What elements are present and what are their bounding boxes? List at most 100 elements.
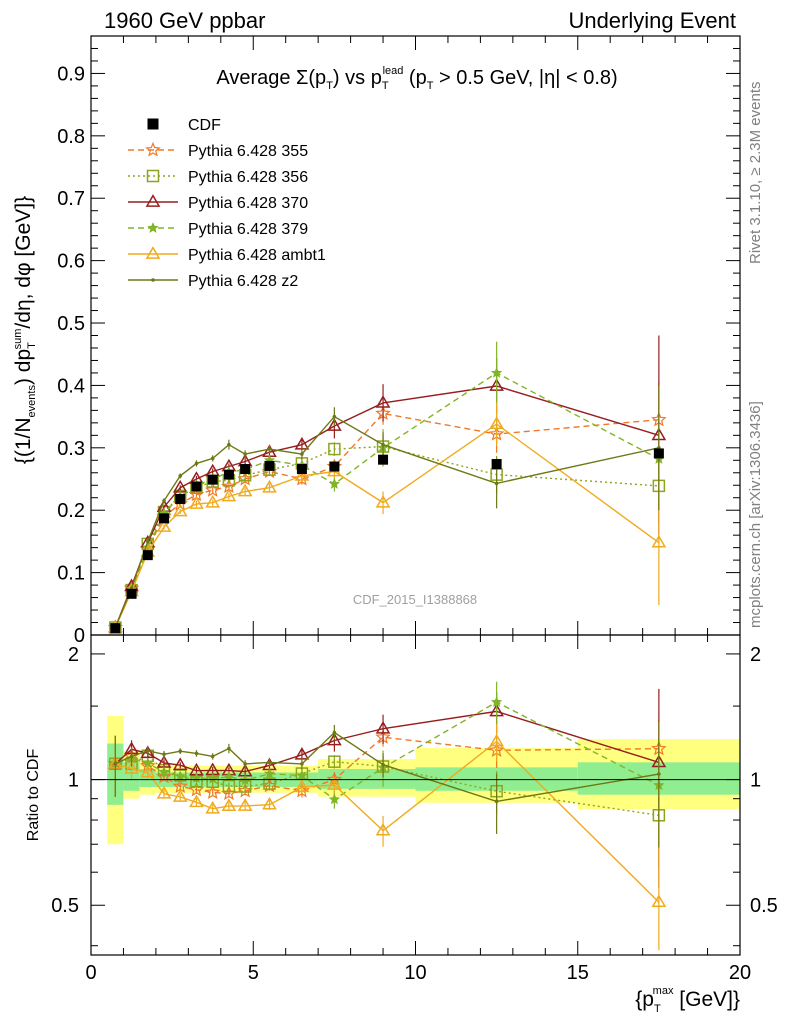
ratio-data-point (328, 755, 341, 768)
ratio-tick-label: 1 (68, 770, 79, 792)
ratio-data-point (294, 779, 310, 793)
ratio-tick-label-right: 1 (750, 770, 761, 792)
ratio-data-point (158, 766, 170, 777)
ratio-data-point (194, 751, 199, 756)
y-tick-label: 0.1 (57, 563, 85, 585)
data-point (327, 418, 342, 431)
data-point (243, 452, 247, 456)
data-point (262, 479, 277, 493)
ratio-data-point (222, 779, 236, 793)
ratio-data-point (263, 767, 276, 779)
legend-marker (145, 141, 161, 157)
series-cdf (110, 448, 664, 634)
ratio-tick-label: 0.5 (51, 895, 79, 917)
ratio-data-point (300, 762, 304, 766)
y-tick-label: 0.2 (57, 500, 85, 522)
legend-marker (145, 194, 161, 207)
ratio-data-point (205, 800, 221, 814)
ratio-data-point (124, 761, 139, 774)
data-point (162, 499, 166, 503)
data-point (294, 468, 310, 481)
axis-ticks: 0 0.1 0.2 0.3 0.4 0.5 0.6 0.7 0.8 0.9 0 5 10 15 20 0.5 0… (51, 36, 778, 984)
ratio-data-point (381, 762, 385, 767)
ratio-series-line (115, 701, 660, 801)
legend-marker (146, 169, 160, 183)
ratio-data-point (237, 798, 253, 811)
ratio-data-point (172, 757, 188, 771)
ratio-data-point (204, 784, 221, 799)
x-tick-label: 10 (404, 962, 426, 984)
cdf-data-point (159, 513, 170, 524)
ratio-data-point (223, 770, 235, 782)
data-point (332, 414, 337, 419)
ratio-data-point (174, 770, 186, 782)
data-point (221, 488, 237, 502)
cdf-data-point (126, 588, 137, 599)
legend-item: Pythia 6.428 370 (128, 194, 308, 212)
cdf-data-point (378, 454, 389, 465)
y-tick-label: 0.8 (57, 126, 85, 148)
x-axis-label: {pTmax [GeV]} (635, 985, 740, 1015)
legend-marker (147, 118, 159, 130)
data-point (489, 416, 504, 429)
ratio-data-point (494, 799, 499, 804)
legend-label: Pythia 6.428 370 (188, 195, 308, 212)
cdf-data-point (223, 469, 234, 480)
legend-item: Pythia 6.428 356 (128, 169, 308, 186)
ratio-data-point (207, 772, 219, 784)
data-point (194, 461, 199, 466)
ratio-data-point (296, 769, 308, 781)
legend-item: Pythia 6.428 379 (128, 221, 308, 238)
ratio-data-point (145, 749, 150, 753)
legend-label: Pythia 6.428 z2 (188, 273, 298, 290)
ratio-data-point (657, 772, 661, 776)
ratio-data-point (375, 720, 391, 734)
cdf-data-point (142, 550, 153, 561)
ratio-data-point (489, 733, 504, 747)
ratio-data-point (332, 730, 337, 735)
legend: CDF Pythia 6.428 355 Pythia 6.428 356 Pythi… (128, 117, 326, 290)
y-axis-label: {(1/Nevents) dpTsum/dη, dφ [GeV]} (12, 196, 38, 464)
data-point (189, 496, 204, 509)
cdf-data-point (110, 623, 121, 634)
data-point (381, 442, 385, 447)
x-tick-label: 15 (567, 962, 589, 984)
legend-item: CDF (147, 117, 221, 134)
cdf-data-point (491, 459, 502, 470)
legend-marker (147, 222, 159, 233)
data-point (227, 442, 231, 447)
ratio-series (107, 681, 667, 951)
mcplots-label: mcplots.cern.ch [arXiv:1306.3436] (747, 401, 764, 628)
cdf-data-point (296, 464, 307, 475)
data-point (156, 519, 172, 532)
cdf-data-point (329, 461, 340, 472)
ratio-data-point (651, 894, 667, 908)
data-point (328, 442, 341, 456)
main-series (107, 335, 667, 635)
data-point (651, 534, 667, 548)
ratio-data-point (188, 781, 205, 797)
rivet-version-label: Rivet 3.1.10, ≥ 2.3M events (747, 82, 764, 265)
ratio-data-point (227, 746, 231, 751)
ratio-tick-label-right: 2 (750, 644, 761, 666)
legend-marker (145, 246, 161, 259)
y-tick-label: 0.4 (57, 375, 85, 397)
x-tick-label: 20 (729, 962, 751, 984)
data-point (210, 456, 215, 461)
header-energy: 1960 GeV ppbar (104, 8, 265, 33)
ratio-data-point (129, 754, 134, 759)
y-tick-label: 0.7 (57, 188, 85, 210)
ratio-data-point (172, 789, 188, 802)
ratio-data-point (262, 796, 277, 810)
data-point (237, 483, 253, 497)
legend-item: Pythia 6.428 ambt1 (128, 246, 326, 264)
ratio-data-point (221, 798, 237, 811)
cdf-data-point (175, 493, 186, 504)
ratio-data-point (243, 762, 247, 766)
data-point (328, 478, 341, 489)
ratio-data-point (490, 696, 503, 707)
ratio-data-point (267, 760, 272, 765)
legend-item: Pythia 6.428 z2 (128, 273, 298, 290)
ratio-data-point (113, 762, 118, 766)
